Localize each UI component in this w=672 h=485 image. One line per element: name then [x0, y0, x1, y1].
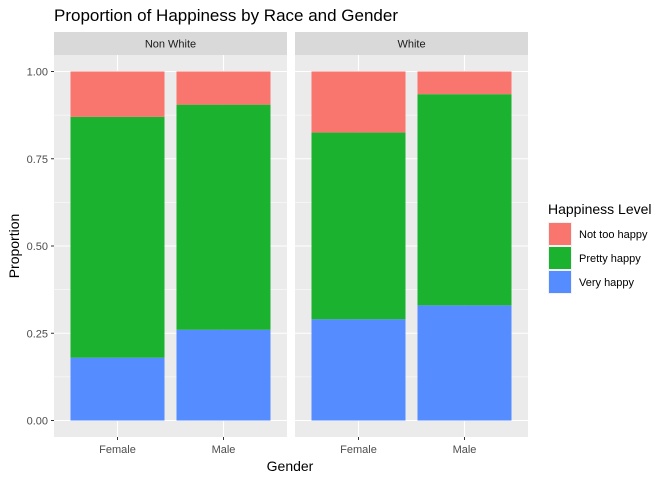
bar-segment-not-too-happy: [311, 71, 406, 133]
facet-strip-label: Non White: [145, 39, 196, 51]
legend-title: Happiness Level: [548, 201, 652, 217]
bar-segment-not-too-happy: [70, 71, 165, 117]
facet-panel-1: White Female Male: [295, 32, 528, 456]
facet-strip-label: White: [397, 39, 425, 51]
y-tick-label: 1.00: [27, 67, 48, 79]
y-tick-label: 0.50: [27, 241, 48, 253]
y-tick-label: 0.00: [27, 416, 48, 428]
bar-segment-very-happy: [311, 319, 406, 421]
bar-segment-not-too-happy: [417, 71, 512, 95]
x-axis-label: Gender: [267, 458, 314, 474]
x-tick-label: Female: [340, 444, 377, 456]
y-tick-label: 0.75: [27, 154, 48, 166]
legend-key-swatch: [549, 247, 571, 269]
bar-segment-very-happy: [176, 329, 271, 421]
bar-segment-very-happy: [417, 305, 512, 421]
bar-segment-very-happy: [70, 357, 165, 421]
bar-segment-pretty-happy: [70, 116, 165, 358]
chart-title: Proportion of Happiness by Race and Gend…: [54, 6, 398, 25]
facet-panels: Non White Female Male White Female Male 0.00 0.…: [27, 32, 528, 456]
legend-item-label: Very happy: [579, 277, 635, 289]
y-axis-label: Proportion: [6, 214, 22, 279]
x-tick-label: Female: [99, 444, 136, 456]
legend-key-swatch: [549, 223, 571, 245]
x-tick-label: Male: [453, 444, 477, 456]
legend-key-swatch: [549, 271, 571, 293]
facet-panel-0: Non White Female Male: [54, 32, 287, 456]
bar-segment-not-too-happy: [176, 71, 271, 105]
facet-strip: [54, 32, 287, 55]
legend-item-label: Pretty happy: [579, 253, 641, 265]
legend-item-label: Not too happy: [579, 229, 648, 241]
bar-segment-pretty-happy: [417, 94, 512, 306]
bar-segment-pretty-happy: [176, 104, 271, 330]
y-tick-label: 0.25: [27, 328, 48, 340]
legend: Happiness Level Not too happy Pretty happ…: [548, 201, 652, 294]
x-tick-label: Male: [212, 444, 236, 456]
bar-segment-pretty-happy: [311, 132, 406, 320]
facet-strip: [295, 32, 528, 55]
